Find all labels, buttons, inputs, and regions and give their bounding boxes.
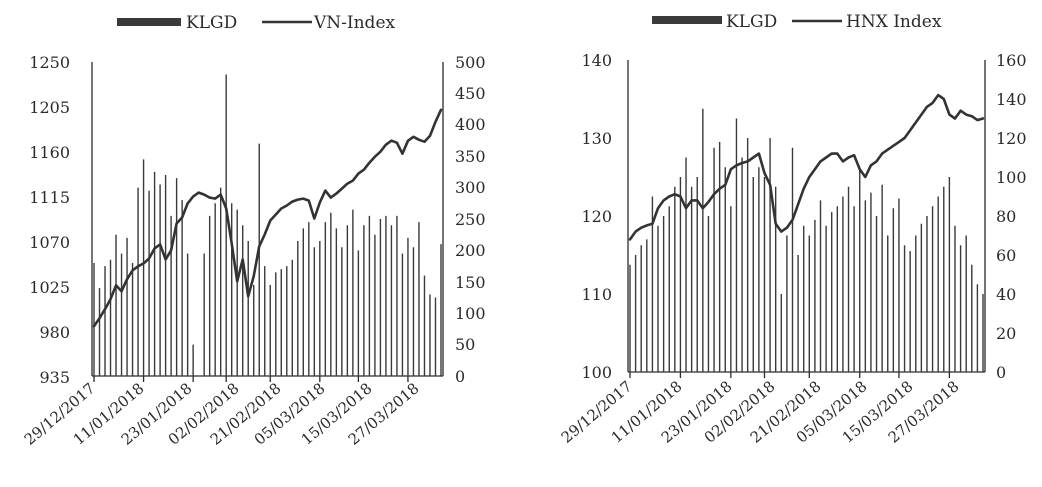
hnx-left-tick-label: 140 <box>581 51 612 70</box>
hnx-left-tick-label: 100 <box>581 363 612 382</box>
vn-right-tick-label: 0 <box>455 367 465 386</box>
vn-left-tick-label: 1160 <box>29 143 70 162</box>
vn-index-chart: KLGD VN-Index 1250 1205 1160 1115 1070 1… <box>21 13 486 449</box>
vn-right-tick-label: 500 <box>455 53 486 72</box>
vn-bars <box>93 74 442 376</box>
hnx-right-tick-label: 120 <box>996 129 1027 148</box>
vn-left-tick-label: 1250 <box>29 53 70 72</box>
hnx-right-tick-label: 160 <box>996 51 1027 70</box>
vn-right-tick-label: 100 <box>455 304 486 323</box>
hnx-bars <box>629 108 984 372</box>
vn-legend-bar-swatch <box>117 18 181 26</box>
hnx-right-tick-label: 20 <box>996 324 1016 343</box>
vn-legend-line-label: VN-Index <box>313 13 396 33</box>
hnx-x-tick-labels: 29/12/2017 11/01/2018 23/01/2018 02/02/2… <box>558 377 963 446</box>
hnx-right-tick-label: 40 <box>996 285 1016 304</box>
hnx-left-tick-label: 130 <box>581 129 612 148</box>
hnx-index-chart: KLGD HNX Index 140 130 120 110 100 160 1… <box>558 12 1027 447</box>
hnx-x-ticks <box>629 372 951 378</box>
vn-right-tick-label: 400 <box>455 115 486 134</box>
vn-left-tick-label: 1025 <box>29 278 70 297</box>
hnx-legend-bar-label: KLGD <box>726 12 777 32</box>
vn-index-line <box>92 108 443 328</box>
hnx-legend-line-label: HNX Index <box>846 12 942 32</box>
vn-left-tick-label: 1070 <box>29 233 70 252</box>
hnx-legend: KLGD HNX Index <box>652 12 942 32</box>
vn-right-tick-label: 150 <box>455 273 486 292</box>
vn-legend-bar-label: KLGD <box>186 13 237 33</box>
hnx-left-tick-labels: 140 130 120 110 100 <box>581 51 612 382</box>
hnx-right-tick-labels: 160 140 120 100 80 60 40 20 0 <box>996 51 1027 382</box>
hnx-right-tick-label: 0 <box>996 363 1006 382</box>
hnx-right-tick-label: 60 <box>996 246 1016 265</box>
hnx-legend-bar-swatch <box>652 16 722 24</box>
vn-right-tick-label: 300 <box>455 178 486 197</box>
vn-right-tick-label: 450 <box>455 84 486 103</box>
hnx-left-tick-label: 110 <box>581 285 612 304</box>
vn-right-tick-label: 200 <box>455 241 486 260</box>
vn-x-ticks <box>93 376 409 382</box>
hnx-right-tick-label: 80 <box>996 207 1016 226</box>
hnx-right-tick-label: 140 <box>996 90 1027 109</box>
vn-left-tick-label: 980 <box>39 323 70 342</box>
vn-x-tick-labels: 29/12/2017 11/01/2018 23/01/2018 02/02/2… <box>21 379 423 448</box>
hnx-index-line <box>628 93 985 241</box>
hnx-left-tick-label: 120 <box>581 207 612 226</box>
vn-legend: KLGD VN-Index <box>117 13 396 33</box>
vn-right-tick-label: 250 <box>455 210 486 229</box>
vn-left-tick-label: 935 <box>39 368 70 387</box>
vn-left-tick-label: 1205 <box>29 98 70 117</box>
hnx-right-tick-label: 100 <box>996 168 1027 187</box>
vn-left-tick-labels: 1250 1205 1160 1115 1070 1025 980 935 <box>29 53 70 387</box>
vn-right-tick-label: 350 <box>455 147 486 166</box>
vn-left-tick-label: 1115 <box>29 188 70 207</box>
vn-right-tick-labels: 500 450 400 350 300 250 200 150 100 50 0 <box>455 53 486 386</box>
vn-right-tick-label: 50 <box>455 335 475 354</box>
